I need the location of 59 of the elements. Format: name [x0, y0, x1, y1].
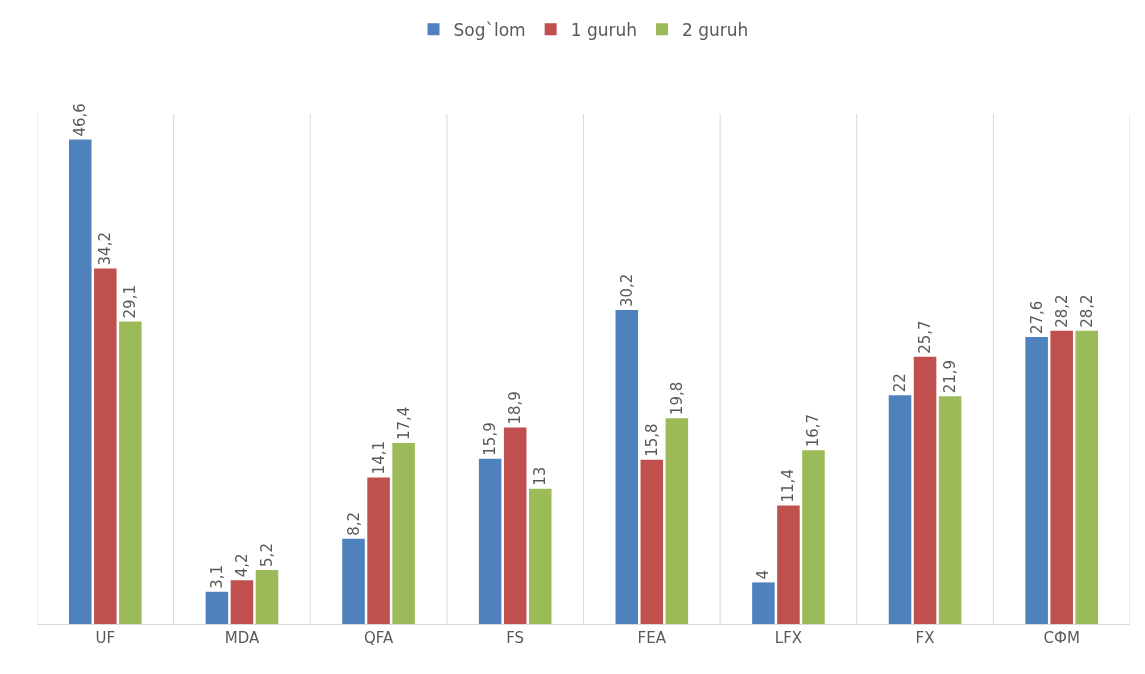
bar: [938, 396, 962, 624]
data-label: 17,4: [394, 406, 413, 441]
data-label: 30,2: [617, 273, 636, 308]
data-label: 29,1: [121, 285, 140, 319]
bar: [392, 443, 415, 624]
legend-label: 2 guruh: [682, 19, 749, 40]
data-label: 34,2: [96, 232, 115, 266]
data-label: 14,1: [369, 440, 388, 475]
bar: [615, 310, 639, 624]
bar: [342, 538, 365, 624]
bar: [913, 356, 937, 624]
bar: [94, 268, 117, 624]
x-tick-label: MDA: [224, 629, 260, 647]
x-tick-label: FS: [506, 629, 525, 647]
x-tick-label: QFA: [363, 629, 394, 647]
data-label: 25,7: [916, 320, 935, 354]
bar: [478, 458, 502, 624]
data-label: 4: [754, 569, 773, 580]
bar: [665, 418, 689, 624]
x-tick-label: СФМ: [1043, 629, 1080, 647]
bar: [888, 395, 912, 624]
data-label: 18,9: [506, 391, 525, 425]
bar: [68, 139, 92, 624]
data-label: 4,2: [232, 553, 251, 578]
data-label: 5,2: [257, 543, 276, 567]
data-label: 21,9: [941, 359, 960, 394]
bar: [367, 477, 390, 624]
data-label: 16,7: [804, 413, 823, 448]
bar: [752, 582, 775, 624]
data-label: 28,2: [1052, 294, 1071, 328]
data-label: 28,2: [1077, 294, 1096, 328]
bar: [777, 505, 800, 624]
data-label: 27,6: [1027, 300, 1046, 335]
bar: [503, 427, 527, 624]
bar: [119, 321, 142, 624]
legend-label: 1 guruh: [570, 19, 637, 40]
bar: [640, 459, 664, 624]
bar: [528, 488, 552, 624]
bar: [1075, 330, 1099, 624]
x-tick-label: UF: [95, 629, 116, 647]
bar: [1025, 337, 1048, 624]
data-label: 15,8: [642, 423, 661, 457]
bar: [1050, 330, 1073, 624]
data-label: 22: [891, 373, 910, 393]
data-label: 3,1: [207, 564, 226, 589]
bar: [255, 569, 279, 624]
x-tick-label: FEA: [637, 629, 667, 647]
data-label: 13: [531, 466, 550, 486]
data-label: 8,2: [344, 511, 363, 536]
data-label: 46,6: [71, 103, 90, 137]
legend-label: Sog`lom: [453, 19, 526, 40]
data-label: 15,9: [481, 422, 500, 456]
bar: [230, 580, 254, 624]
x-tick-label: LFX: [774, 629, 803, 647]
bar: [205, 591, 229, 624]
bar: [802, 450, 825, 624]
data-label: 19,8: [667, 381, 686, 416]
x-tick-label: FX: [915, 629, 935, 647]
data-label: 11,4: [779, 469, 798, 503]
